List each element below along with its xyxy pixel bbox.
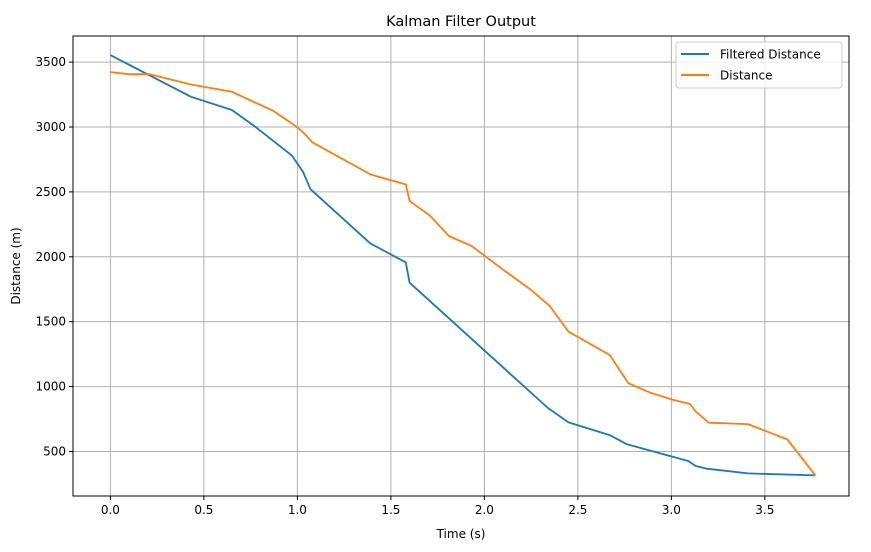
x-tick-label: 2.0 (475, 503, 494, 517)
y-tick-label: 1500 (35, 315, 66, 329)
y-tick-label: 2500 (35, 185, 66, 199)
legend-label-filtered: Filtered Distance (720, 48, 821, 62)
x-tick-label: 1.5 (381, 503, 400, 517)
series-line-filtered-distance (109, 54, 816, 477)
plot-frame (72, 35, 850, 497)
y-tick-label: 2000 (35, 250, 66, 264)
y-tick-label: 500 (43, 444, 66, 458)
y-tick-label: 3000 (35, 120, 66, 134)
y-tick-label: 3500 (35, 55, 66, 69)
legend: Filtered Distance Distance (675, 41, 843, 89)
x-tick-label: 0.0 (101, 503, 120, 517)
x-tick-label: 1.0 (288, 503, 307, 517)
legend-box (675, 41, 843, 89)
legend-label-distance: Distance (720, 69, 772, 83)
series-lines (109, 54, 817, 477)
y-axis-label: Distance (m) (9, 227, 23, 304)
series-line-distance (110, 71, 817, 476)
x-tick-label: 0.5 (194, 503, 213, 517)
chart-title: Kalman Filter Output (386, 14, 536, 30)
x-tick-label: 2.5 (568, 503, 587, 517)
grid (73, 36, 849, 496)
x-tick-label: 3.0 (662, 503, 681, 517)
ticks: 0.0 0.5 1.0 1.5 2.0 2.5 3.0 3.5 500 1000 1500 2000 2… (35, 55, 774, 517)
y-tick-label: 1000 (35, 380, 66, 394)
x-axis-label: Time (s) (436, 527, 486, 541)
x-tick-label: 3.5 (755, 503, 774, 517)
